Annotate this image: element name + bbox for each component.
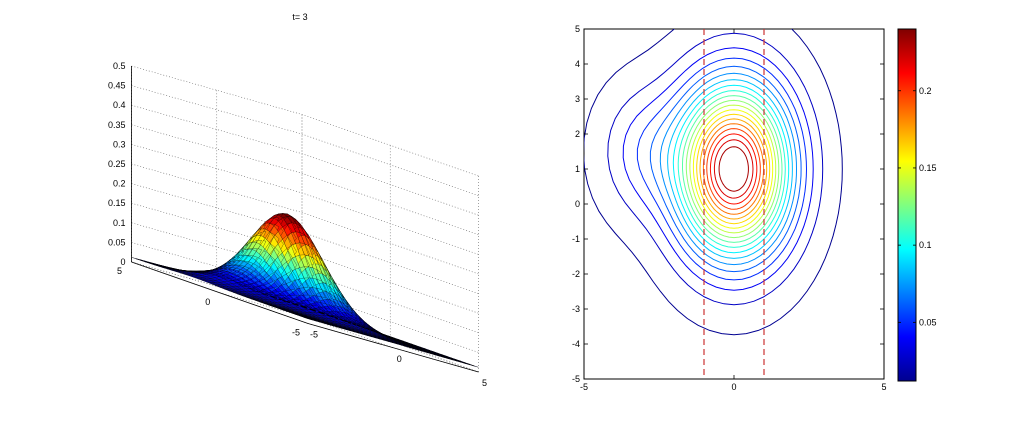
y-tick-label: 1 — [575, 164, 580, 174]
y-tick-label: 3 — [575, 94, 580, 104]
y-tick-label: -4 — [572, 339, 580, 349]
contour-lines — [584, 29, 843, 336]
y-axis-line — [131, 261, 309, 324]
contour-line — [682, 95, 783, 243]
contour-line — [709, 133, 758, 205]
z-tick-label: 0.3 — [113, 139, 126, 149]
contour-line — [706, 128, 761, 210]
contour-line — [696, 113, 771, 225]
z-tick-label: 0.1 — [113, 218, 126, 228]
z-tick-label: 0.35 — [108, 120, 126, 130]
z-tick-label: 0.05 — [108, 237, 126, 247]
contour-line — [636, 57, 808, 281]
contour-plot: 5 4 3 2 1 0 -1 -2 -3 -4 -5-5 0 5 — [572, 24, 887, 392]
x-tick-label: 5 — [482, 378, 487, 388]
colorbar-tick-label: 0.05 — [919, 317, 937, 327]
z-tick-label: 0.5 — [113, 61, 126, 71]
y-tick-label: -1 — [572, 234, 580, 244]
y-tick-label: 2 — [575, 129, 580, 139]
z-tick-label: 0.2 — [113, 179, 126, 189]
surface-mesh — [131, 213, 479, 368]
z-tick-label: 0.45 — [108, 81, 126, 91]
y-tick-label: 4 — [575, 59, 580, 69]
y-tick-label: -2 — [572, 269, 580, 279]
contour-line — [718, 146, 749, 192]
y-tick-label: 5 — [575, 24, 580, 34]
contour-line — [659, 72, 798, 266]
contour-line — [622, 47, 814, 291]
surface-grid — [131, 65, 479, 373]
colorbar-tick-label: 0.2 — [919, 86, 932, 96]
z-gridline — [131, 163, 479, 275]
x-tick-label: 0 — [397, 354, 402, 364]
contour-line — [667, 79, 793, 259]
colorbar-tick-labels: 0.2 0.15 0.1 0.05 — [898, 86, 937, 327]
colorbar-gradient — [897, 28, 917, 382]
contour-line — [677, 90, 786, 248]
surface-plot: 00.050.10.150.20.250.30.350.40.450.550-5… — [108, 12, 487, 388]
y-tick-label: 0 — [575, 199, 580, 209]
colorbar-tick-label: 0.15 — [919, 163, 937, 173]
colorbar-tick-label: 0.1 — [919, 240, 932, 250]
y-tick-label: -3 — [572, 304, 580, 314]
z-tick-label: 0.25 — [108, 159, 126, 169]
y-tick-label: -5 — [292, 328, 300, 338]
contour-tick-labels: 5 4 3 2 1 0 -1 -2 -3 -4 -5-5 0 5 — [572, 24, 887, 392]
x-tick-label: 5 — [881, 382, 886, 392]
x-axis-line — [307, 323, 479, 373]
y-tick-label: -5 — [572, 374, 580, 384]
z-tick-label: 0.15 — [108, 198, 126, 208]
x-tick-label: 0 — [731, 382, 736, 392]
contour-line — [649, 65, 802, 273]
z-tick-label: 0 — [120, 257, 125, 267]
contour-line — [689, 104, 777, 234]
surface-title: t= 3 — [292, 12, 307, 22]
surface-tick-labels: 00.050.10.150.20.250.30.350.40.450.550-5… — [108, 61, 487, 388]
contour-line — [607, 32, 824, 306]
colorbar: 0.2 0.15 0.1 0.05 — [897, 28, 937, 382]
x-tick-label: -5 — [310, 330, 318, 340]
surface-patch — [131, 257, 141, 261]
contour-line — [699, 118, 768, 220]
z-gridline — [131, 124, 479, 236]
contour-line — [672, 84, 790, 254]
x-tick-label: -5 — [580, 382, 588, 392]
contour-line — [685, 99, 780, 239]
y-tick-label: 0 — [205, 297, 210, 307]
contour-line — [713, 139, 754, 199]
z-gridline — [131, 85, 479, 196]
contour-line — [692, 109, 774, 229]
z-tick-label: 0.4 — [113, 100, 126, 110]
dashed-lines — [703, 29, 765, 379]
y-tick-label: 5 — [117, 266, 122, 276]
